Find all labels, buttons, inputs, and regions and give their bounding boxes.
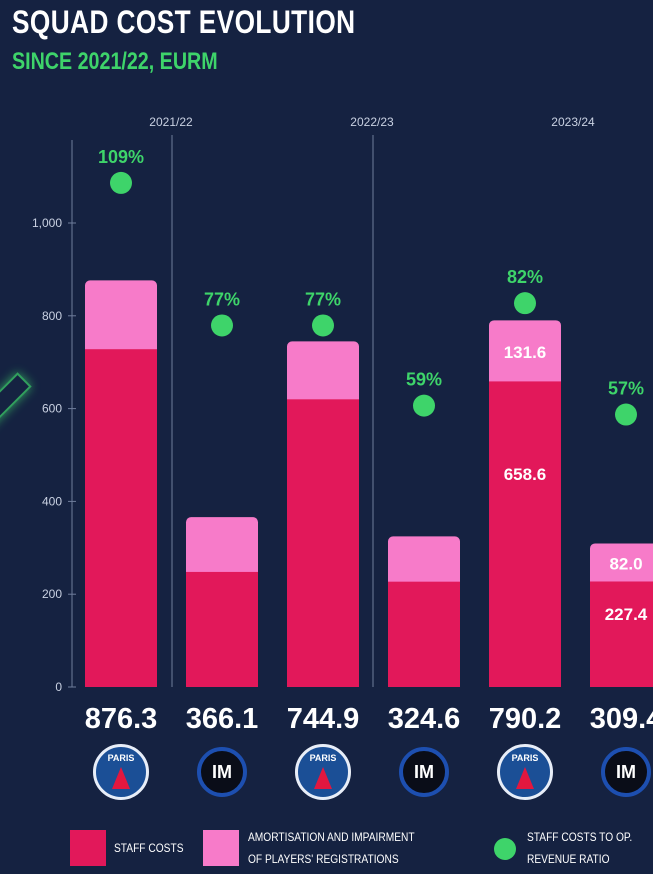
legend-swatch-amortisation: [203, 830, 239, 866]
y-tick-label: 400: [42, 494, 62, 508]
y-tick-label: 200: [42, 587, 62, 601]
psg-logo: PARIS: [295, 744, 351, 800]
ratio-label: 109%: [98, 147, 144, 167]
legend-swatch-ratio: [494, 838, 516, 860]
season-label: 2023/24: [551, 115, 595, 129]
legend-swatch-staff-costs: [70, 830, 106, 866]
legend-label-staff-costs: STAFF COSTS: [114, 841, 184, 855]
y-tick-label: 1,000: [32, 216, 62, 230]
legend-label-ratio-line1: STAFF COSTS TO OP.: [527, 830, 633, 844]
legend-label-amortisation-line2: OF PLAYERS' REGISTRATIONS: [248, 852, 399, 866]
y-tick-label: 800: [42, 309, 62, 323]
ratio-label: 59%: [406, 370, 442, 390]
page-title: SQUAD COST EVOLUTION: [12, 4, 356, 40]
page-subtitle: SINCE 2021/22, EURM: [12, 48, 218, 75]
y-tick-label: 600: [42, 402, 62, 416]
bar-segment-staff-costs: [186, 571, 258, 687]
ratio-label: 82%: [507, 267, 543, 287]
psg-logo-text: PARIS: [511, 753, 539, 763]
ratio-dot: [413, 394, 435, 417]
y-tick-label: 0: [55, 680, 62, 694]
bar-segment-value-label: 82.0: [609, 554, 642, 573]
inter-logo: IM: [601, 747, 651, 797]
ratio-dot: [312, 314, 334, 337]
legend-label-amortisation-line1: AMORTISATION AND IMPAIRMENT: [248, 830, 415, 844]
psg-logo-text: PARIS: [309, 753, 337, 763]
bar-segment-value-label: 658.6: [504, 465, 547, 484]
ratio-dot: [514, 292, 536, 315]
eiffel-tower-icon: [314, 767, 332, 789]
ratio-label: 77%: [305, 289, 341, 309]
bar-segment-value-label: 131.6: [504, 343, 547, 362]
inter-logo: IM: [197, 747, 247, 797]
ratio-label: 77%: [204, 289, 240, 309]
inter-logo: IM: [399, 747, 449, 797]
season-label: 2022/23: [350, 115, 394, 129]
chart-legend: STAFF COSTS AMORTISATION AND IMPAIRMENT …: [0, 820, 653, 874]
bar-segment-staff-costs: [287, 399, 359, 687]
bar-segment-value-label: 227.4: [605, 605, 648, 624]
psg-logo-text: PARIS: [107, 753, 135, 763]
psg-logo: PARIS: [93, 744, 149, 800]
ratio-dot: [615, 403, 637, 426]
bar-total-label: 324.6: [388, 703, 461, 735]
squad-cost-chart: 0 200 400 600 800 1,000 2021/22 2022/23 2023/24 1…: [32, 115, 653, 735]
season-label: 2021/22: [149, 115, 193, 129]
bar-segment-staff-costs: [489, 381, 561, 687]
bar-total-label: 744.9: [287, 703, 360, 735]
psg-logo: PARIS: [497, 744, 553, 800]
bar-total-label: 790.2: [489, 703, 562, 735]
bar-total-label: 366.1: [186, 703, 259, 735]
bar-segment-staff-costs: [85, 349, 157, 687]
bar-segment-staff-costs: [388, 581, 460, 687]
bar-segment-staff-costs: [590, 581, 653, 687]
eiffel-tower-icon: [516, 767, 534, 789]
ratio-dot: [211, 314, 233, 337]
ratio-dot: [110, 171, 132, 194]
bar-total-label: 309.4: [590, 703, 653, 735]
eiffel-tower-icon: [112, 767, 130, 789]
ratio-label: 57%: [608, 379, 644, 399]
legend-label-ratio-line2: REVENUE RATIO: [527, 852, 610, 866]
bar-total-label: 876.3: [85, 703, 158, 735]
